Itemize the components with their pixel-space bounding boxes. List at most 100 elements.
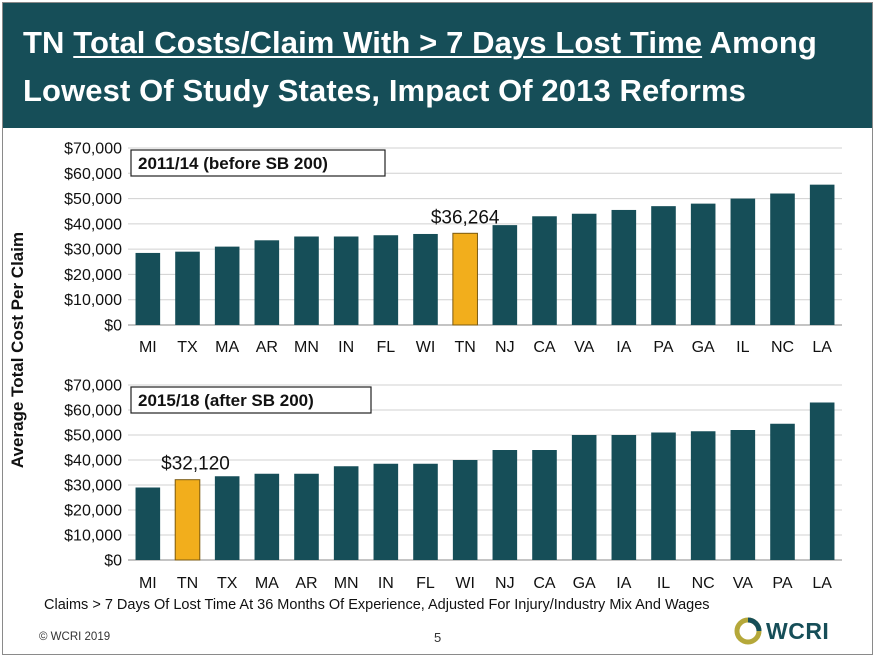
bar-tn xyxy=(174,479,201,561)
bar-tn xyxy=(452,232,478,326)
x-tick-label: AR xyxy=(256,339,278,356)
bar-il xyxy=(730,198,756,325)
y-tick-label: $20,000 xyxy=(64,503,122,520)
bar-ca xyxy=(532,450,557,560)
bar-il xyxy=(651,432,676,560)
bar-pa xyxy=(770,423,795,560)
data-label-highlight: $32,120 xyxy=(161,454,230,475)
panel-title: 2011/14 (before SB 200) xyxy=(138,154,328,173)
x-tick-label: TX xyxy=(217,575,238,592)
wcri-logo: WCRI xyxy=(734,616,829,646)
x-tick-label: GA xyxy=(692,339,715,356)
title-banner: TN Total Costs/Claim With > 7 Days Lost … xyxy=(3,3,872,128)
y-tick-label: $20,000 xyxy=(64,267,122,284)
x-tick-label: NJ xyxy=(495,339,515,356)
bar-fl xyxy=(413,463,438,560)
title-line-2: Lowest Of Study States, Impact Of 2013 R… xyxy=(23,73,746,108)
bar-mi xyxy=(135,487,161,560)
x-tick-label: MA xyxy=(255,575,279,592)
y-tick-label: $70,000 xyxy=(64,378,122,395)
y-tick-label: $0 xyxy=(104,318,122,335)
bar-ga xyxy=(690,203,716,325)
x-tick-label: VA xyxy=(574,339,594,356)
bar-mn xyxy=(333,466,359,560)
bar-la xyxy=(809,184,835,325)
copyright: © WCRI 2019 xyxy=(39,631,111,643)
y-tick-label: $10,000 xyxy=(64,528,122,545)
y-tick-label: $60,000 xyxy=(64,166,122,183)
x-tick-label: IN xyxy=(378,575,394,592)
x-tick-label: NC xyxy=(692,575,715,592)
bar-ar xyxy=(294,473,319,560)
x-tick-label: GA xyxy=(573,575,596,592)
x-tick-label: WI xyxy=(455,575,475,592)
x-tick-label: NC xyxy=(771,339,794,356)
bar-ca xyxy=(532,216,557,325)
data-label-highlight: $36,264 xyxy=(431,207,500,228)
x-tick-label: IA xyxy=(616,575,631,592)
bar-la xyxy=(809,402,835,560)
x-tick-label: TX xyxy=(177,339,198,356)
y-tick-label: $60,000 xyxy=(64,403,122,420)
y-tick-label: $40,000 xyxy=(64,216,122,233)
bar-tx xyxy=(214,476,240,560)
panel-title-box xyxy=(130,149,386,177)
x-tick-label: FL xyxy=(416,575,435,592)
x-tick-label: IN xyxy=(338,339,354,356)
x-tick-label: WI xyxy=(416,339,436,356)
panel-title-box xyxy=(130,386,372,414)
bar-va xyxy=(571,213,597,325)
bar-in xyxy=(373,463,399,560)
x-tick-label: MI xyxy=(139,339,157,356)
bar-nc xyxy=(770,193,795,325)
page-number: 5 xyxy=(434,630,442,645)
bar-in xyxy=(333,236,359,325)
y-tick-label: $10,000 xyxy=(64,292,122,309)
footnote: Claims > 7 Days Of Lost Time At 36 Month… xyxy=(44,597,710,613)
y-tick-label: $30,000 xyxy=(64,478,122,495)
wcri-logo-icon xyxy=(734,617,762,645)
x-tick-label: MI xyxy=(139,575,157,592)
panel-title: 2015/18 (after SB 200) xyxy=(138,391,314,410)
title-prefix: TN xyxy=(23,25,74,60)
x-tick-label: MN xyxy=(334,575,359,592)
bar-pa xyxy=(651,206,676,325)
bar-ma xyxy=(214,246,240,325)
bar-ga xyxy=(571,435,597,560)
x-tick-label: NJ xyxy=(495,575,515,592)
x-tick-label: FL xyxy=(376,339,395,356)
title-line-1: TN Total Costs/Claim With > 7 Days Lost … xyxy=(23,25,817,61)
x-tick-label: PA xyxy=(653,339,673,356)
x-tick-label: CA xyxy=(533,339,556,356)
x-tick-label: IA xyxy=(616,339,631,356)
bar-ma xyxy=(254,473,280,560)
x-tick-label: AR xyxy=(295,575,317,592)
bar-mi xyxy=(135,252,161,325)
y-tick-label: $50,000 xyxy=(64,428,122,445)
x-tick-label: LA xyxy=(812,575,832,592)
bar-nj xyxy=(492,450,518,560)
y-tick-label: $70,000 xyxy=(64,141,122,158)
bar-fl xyxy=(373,235,399,325)
x-tick-label: TN xyxy=(455,339,476,356)
x-tick-label: MN xyxy=(294,339,319,356)
x-tick-label: PA xyxy=(772,575,792,592)
bar-wi xyxy=(452,460,478,560)
bar-wi xyxy=(413,233,438,325)
x-tick-label: IL xyxy=(736,339,749,356)
y-tick-label: $30,000 xyxy=(64,242,122,259)
bar-ar xyxy=(254,240,280,325)
bar-nc xyxy=(690,431,716,560)
bar-nj xyxy=(492,225,518,325)
y-tick-label: $0 xyxy=(104,553,122,570)
logo-text: WCRI xyxy=(766,617,830,644)
x-tick-label: TN xyxy=(177,575,198,592)
title-suffix: Among xyxy=(702,25,817,60)
x-tick-label: LA xyxy=(812,339,832,356)
bar-mn xyxy=(294,236,319,325)
y-tick-label: $50,000 xyxy=(64,191,122,208)
bar-tx xyxy=(175,251,200,325)
x-tick-label: CA xyxy=(533,575,556,592)
bar-ia xyxy=(611,435,637,560)
